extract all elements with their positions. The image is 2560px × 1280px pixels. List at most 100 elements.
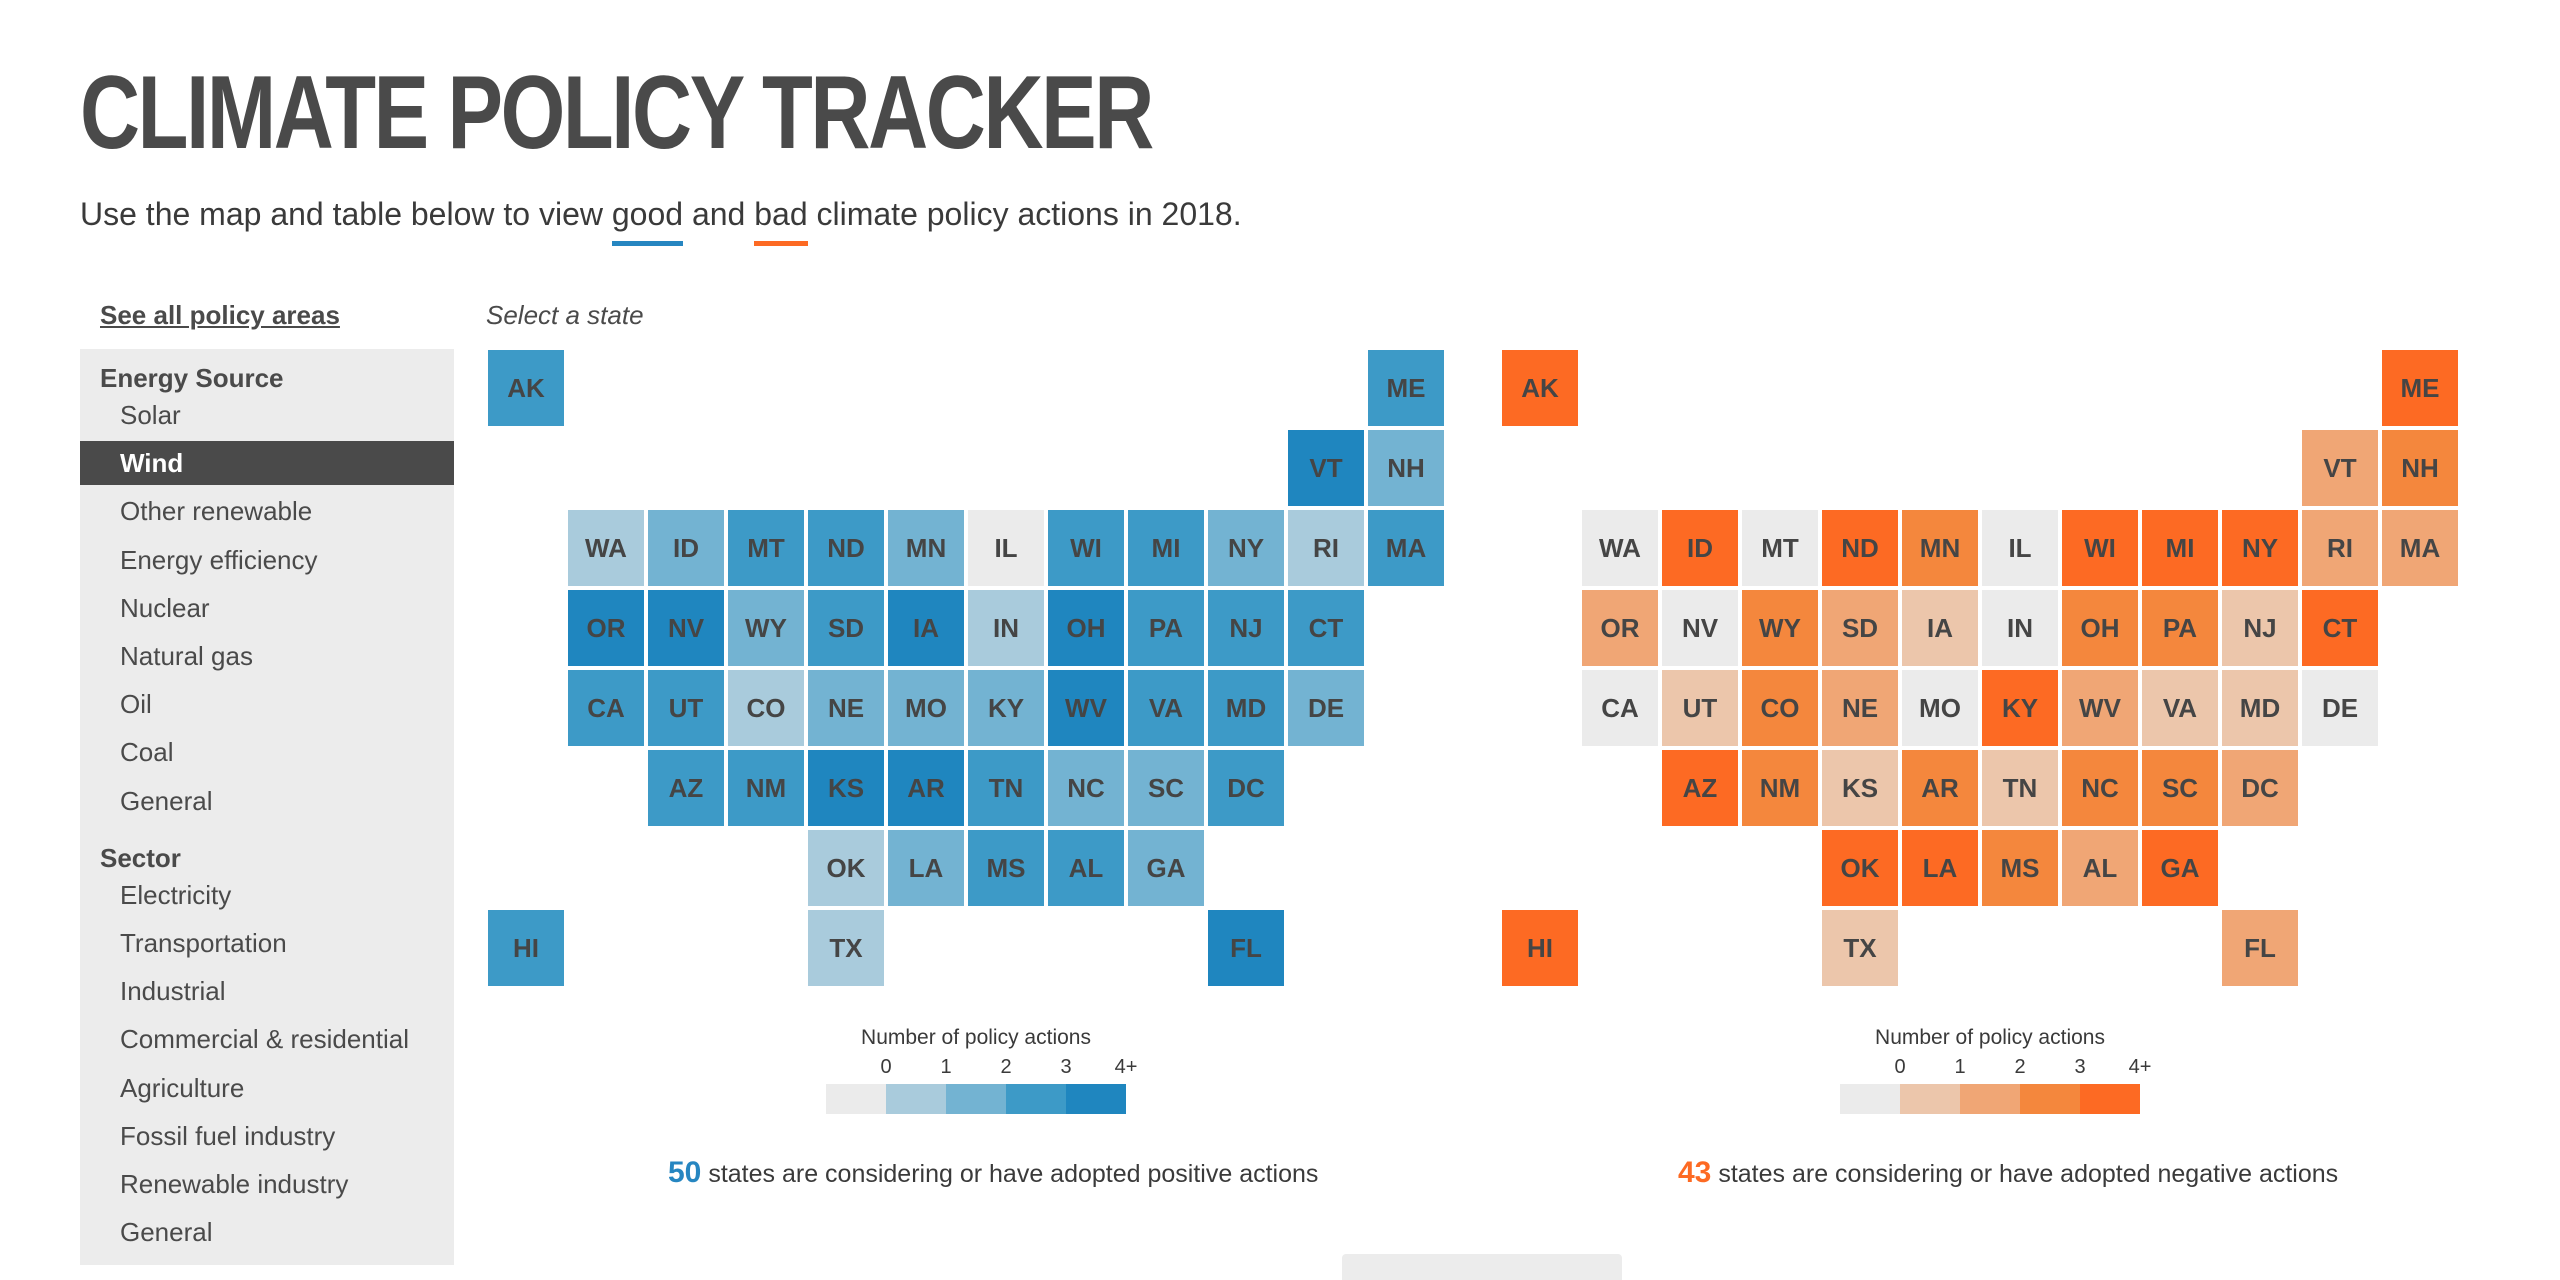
state-tile-ar[interactable]: AR	[888, 750, 964, 826]
state-tile-pa[interactable]: PA	[2142, 590, 2218, 666]
sidebar-item-electricity[interactable]: Electricity	[80, 873, 454, 917]
state-tile-mt[interactable]: MT	[1742, 510, 1818, 586]
state-tile-tx[interactable]: TX	[1822, 910, 1898, 986]
state-tile-nh[interactable]: NH	[2382, 430, 2458, 506]
state-tile-la[interactable]: LA	[1902, 830, 1978, 906]
state-tile-ca[interactable]: CA	[568, 670, 644, 746]
state-tile-pa[interactable]: PA	[1128, 590, 1204, 666]
state-tile-nd[interactable]: ND	[808, 510, 884, 586]
state-tile-ne[interactable]: NE	[808, 670, 884, 746]
state-tile-ia[interactable]: IA	[888, 590, 964, 666]
state-tile-al[interactable]: AL	[2062, 830, 2138, 906]
state-tile-ri[interactable]: RI	[2302, 510, 2378, 586]
state-tile-va[interactable]: VA	[2142, 670, 2218, 746]
state-tile-ny[interactable]: NY	[2222, 510, 2298, 586]
state-tile-vt[interactable]: VT	[2302, 430, 2378, 506]
state-tile-ms[interactable]: MS	[1982, 830, 2058, 906]
state-tile-dc[interactable]: DC	[2222, 750, 2298, 826]
state-tile-wy[interactable]: WY	[1742, 590, 1818, 666]
state-tile-wy[interactable]: WY	[728, 590, 804, 666]
state-tile-il[interactable]: IL	[1982, 510, 2058, 586]
state-tile-md[interactable]: MD	[2222, 670, 2298, 746]
state-tile-ar[interactable]: AR	[1902, 750, 1978, 826]
sidebar-item-transportation[interactable]: Transportation	[80, 921, 454, 965]
sidebar-item-wind[interactable]: Wind	[80, 441, 454, 486]
state-tile-ma[interactable]: MA	[1368, 510, 1444, 586]
state-tile-az[interactable]: AZ	[648, 750, 724, 826]
state-tile-ne[interactable]: NE	[1822, 670, 1898, 746]
state-tile-il[interactable]: IL	[968, 510, 1044, 586]
state-tile-de[interactable]: DE	[2302, 670, 2378, 746]
state-tile-ri[interactable]: RI	[1288, 510, 1364, 586]
state-tile-ut[interactable]: UT	[648, 670, 724, 746]
state-tile-mn[interactable]: MN	[888, 510, 964, 586]
state-tile-dc[interactable]: DC	[1208, 750, 1284, 826]
state-tile-co[interactable]: CO	[1742, 670, 1818, 746]
state-tile-nj[interactable]: NJ	[1208, 590, 1284, 666]
state-tile-wa[interactable]: WA	[1582, 510, 1658, 586]
state-tile-mi[interactable]: MI	[2142, 510, 2218, 586]
state-tile-wi[interactable]: WI	[2062, 510, 2138, 586]
state-tile-nh[interactable]: NH	[1368, 430, 1444, 506]
state-tile-ok[interactable]: OK	[1822, 830, 1898, 906]
state-tile-id[interactable]: ID	[1662, 510, 1738, 586]
state-tile-oh[interactable]: OH	[2062, 590, 2138, 666]
state-tile-or[interactable]: OR	[1582, 590, 1658, 666]
state-tile-ak[interactable]: AK	[1502, 350, 1578, 426]
state-tile-me[interactable]: ME	[1368, 350, 1444, 426]
sidebar-item-commercial-residential[interactable]: Commercial & residential	[80, 1017, 454, 1061]
state-tile-nm[interactable]: NM	[1742, 750, 1818, 826]
state-tile-ks[interactable]: KS	[808, 750, 884, 826]
state-tile-va[interactable]: VA	[1128, 670, 1204, 746]
state-tile-hi[interactable]: HI	[488, 910, 564, 986]
state-tile-ky[interactable]: KY	[1982, 670, 2058, 746]
state-tile-mi[interactable]: MI	[1128, 510, 1204, 586]
state-tile-ny[interactable]: NY	[1208, 510, 1284, 586]
state-tile-nv[interactable]: NV	[1662, 590, 1738, 666]
state-tile-wi[interactable]: WI	[1048, 510, 1124, 586]
sidebar-item-industrial[interactable]: Industrial	[80, 969, 454, 1013]
state-tile-nd[interactable]: ND	[1822, 510, 1898, 586]
sidebar-item-general[interactable]: General	[80, 779, 454, 823]
state-tile-md[interactable]: MD	[1208, 670, 1284, 746]
state-tile-ky[interactable]: KY	[968, 670, 1044, 746]
state-tile-sd[interactable]: SD	[1822, 590, 1898, 666]
sidebar-item-agriculture[interactable]: Agriculture	[80, 1066, 454, 1110]
state-tile-sc[interactable]: SC	[1128, 750, 1204, 826]
state-tile-ct[interactable]: CT	[2302, 590, 2378, 666]
sidebar-item-general[interactable]: General	[80, 1210, 454, 1254]
bottom-toggle-tab[interactable]	[1342, 1254, 1622, 1280]
state-tile-tn[interactable]: TN	[968, 750, 1044, 826]
state-tile-wv[interactable]: WV	[1048, 670, 1124, 746]
state-tile-mt[interactable]: MT	[728, 510, 804, 586]
state-tile-vt[interactable]: VT	[1288, 430, 1364, 506]
sidebar-item-natural-gas[interactable]: Natural gas	[80, 634, 454, 678]
state-tile-nv[interactable]: NV	[648, 590, 724, 666]
state-tile-ks[interactable]: KS	[1822, 750, 1898, 826]
state-tile-ma[interactable]: MA	[2382, 510, 2458, 586]
state-tile-ca[interactable]: CA	[1582, 670, 1658, 746]
state-tile-co[interactable]: CO	[728, 670, 804, 746]
state-tile-tx[interactable]: TX	[808, 910, 884, 986]
state-tile-al[interactable]: AL	[1048, 830, 1124, 906]
sidebar-item-solar[interactable]: Solar	[80, 393, 454, 437]
state-tile-ct[interactable]: CT	[1288, 590, 1364, 666]
state-tile-de[interactable]: DE	[1288, 670, 1364, 746]
state-tile-oh[interactable]: OH	[1048, 590, 1124, 666]
state-tile-in[interactable]: IN	[1982, 590, 2058, 666]
state-tile-nm[interactable]: NM	[728, 750, 804, 826]
state-tile-sd[interactable]: SD	[808, 590, 884, 666]
state-tile-la[interactable]: LA	[888, 830, 964, 906]
sidebar-item-oil[interactable]: Oil	[80, 682, 454, 726]
state-tile-fl[interactable]: FL	[2222, 910, 2298, 986]
state-tile-hi[interactable]: HI	[1502, 910, 1578, 986]
sidebar-item-fossil-fuel-industry[interactable]: Fossil fuel industry	[80, 1114, 454, 1158]
state-tile-ms[interactable]: MS	[968, 830, 1044, 906]
state-tile-nc[interactable]: NC	[1048, 750, 1124, 826]
state-tile-ga[interactable]: GA	[1128, 830, 1204, 906]
see-all-policy-areas-link[interactable]: See all policy areas	[100, 300, 340, 330]
state-tile-id[interactable]: ID	[648, 510, 724, 586]
state-tile-mn[interactable]: MN	[1902, 510, 1978, 586]
state-tile-mo[interactable]: MO	[1902, 670, 1978, 746]
state-tile-nc[interactable]: NC	[2062, 750, 2138, 826]
